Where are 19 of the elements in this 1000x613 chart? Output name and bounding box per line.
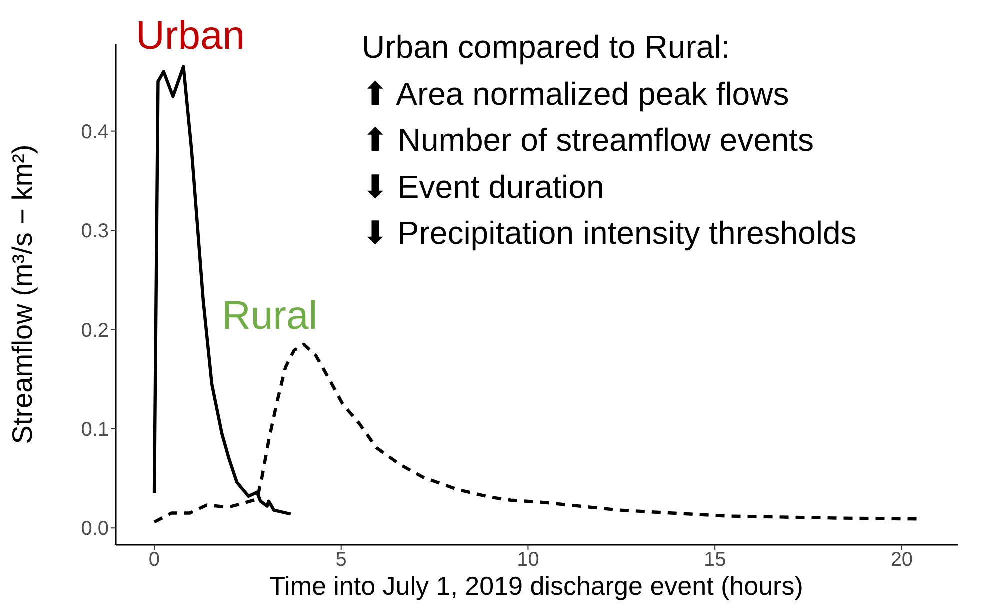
y-tick-label: 0.1: [81, 419, 109, 442]
series-label: Urban: [136, 14, 245, 58]
annotation: ⬇ Event duration: [362, 168, 606, 206]
x-tick-label: 15: [704, 549, 726, 572]
x-tick-label: 0: [148, 549, 160, 572]
annotation: ⬇ Precipitation intensity thresholds: [362, 214, 857, 253]
x-tick-label: 5: [336, 549, 347, 572]
x-tick-label: 20: [890, 549, 914, 572]
y-tick-label: 0.2: [81, 320, 109, 342]
annotation: ⬆ Number of streamflow events: [362, 121, 816, 160]
x-axis-title: Time into July 1, 2019 discharge event (hours): [268, 570, 804, 602]
annotation: ⬆ Area normalized peak flows: [362, 74, 790, 114]
series-label: Rural: [222, 294, 318, 338]
annotation: Urban compared to Rural:: [362, 28, 732, 67]
y-axis-title: Streamflow (m³/s − km²): [6, 144, 38, 444]
y-tick-label: 0.0: [81, 518, 109, 540]
y-tick-label: 0.3: [81, 220, 109, 243]
y-tick-label: 0.4: [81, 121, 109, 144]
x-tick-label: 10: [517, 549, 540, 572]
